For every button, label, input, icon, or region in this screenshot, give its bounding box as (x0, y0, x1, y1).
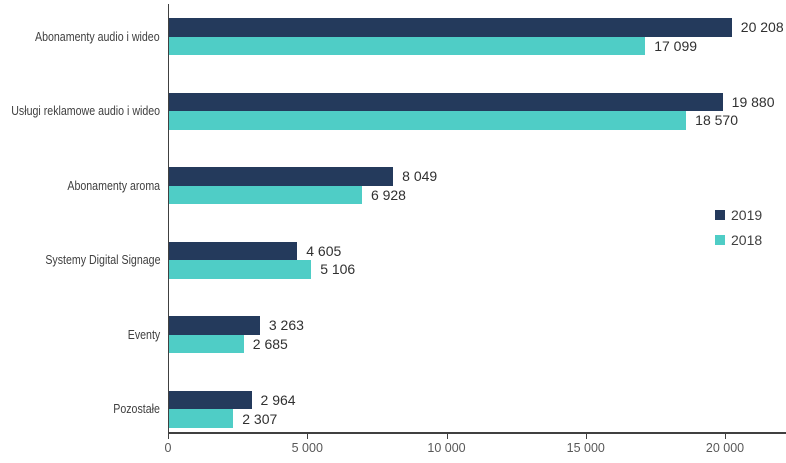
legend-entry: 2019 (715, 202, 762, 227)
value-label-2019: 19 880 (731, 93, 775, 110)
bar-2019 (169, 18, 732, 37)
bar-2019 (169, 241, 298, 261)
value-label-2018: 18 570 (695, 112, 738, 129)
value-label-2018: 2 307 (242, 410, 278, 427)
legend-swatch-2018 (715, 234, 725, 245)
category-label: Usługi reklamowe audio i wideo (11, 104, 160, 119)
value-label-2018: 6 928 (370, 186, 406, 203)
value-label-2019: 2 964 (260, 392, 296, 408)
x-tick-mark (307, 434, 309, 439)
bar-2018 (169, 111, 687, 130)
category-label: Systemy Digital Signage (44, 253, 160, 268)
x-axis-line (168, 432, 786, 434)
y-axis-line (168, 4, 169, 433)
x-tick-mark (446, 434, 448, 439)
bar-2019 (169, 390, 252, 410)
category-label: Abonamenty aroma (67, 178, 160, 193)
legend-swatch-2019 (715, 209, 725, 220)
bar-2018 (169, 185, 362, 205)
x-tick-label: 0 (164, 441, 172, 455)
value-label-2019: 4 605 (306, 242, 342, 259)
bar-2018 (169, 409, 234, 428)
x-tick-label: 20 000 (705, 441, 745, 455)
value-label-2018: 17 099 (654, 37, 698, 54)
x-tick-mark (725, 434, 726, 439)
category-label: Pozostałe (113, 402, 160, 417)
value-label-2019: 20 208 (740, 19, 784, 36)
legend: 2019 2018 (715, 202, 762, 252)
bar-2019 (169, 92, 723, 112)
value-label-2019: 8 049 (402, 168, 438, 185)
bar-2018 (169, 260, 312, 279)
category-label: Eventy (127, 327, 160, 342)
category-label: Abonamenty audio i wideo (35, 29, 160, 44)
x-tick-label: 15 000 (566, 441, 605, 455)
value-label-2018: 2 685 (252, 335, 288, 352)
x-tick-label: 10 000 (427, 441, 466, 455)
legend-label: 2018 (731, 231, 763, 248)
bar-2018 (169, 334, 244, 354)
bar-2019 (169, 167, 394, 186)
legend-entry: 2018 (715, 227, 762, 252)
legend-label: 2019 (731, 206, 763, 223)
x-tick-mark (168, 434, 169, 439)
x-tick-mark (585, 434, 587, 439)
bar-2019 (169, 316, 260, 335)
value-label-2018: 5 106 (320, 261, 356, 278)
x-tick-label: 5 000 (291, 441, 323, 455)
value-label-2019: 3 263 (268, 317, 304, 334)
bar-2018 (169, 36, 646, 55)
